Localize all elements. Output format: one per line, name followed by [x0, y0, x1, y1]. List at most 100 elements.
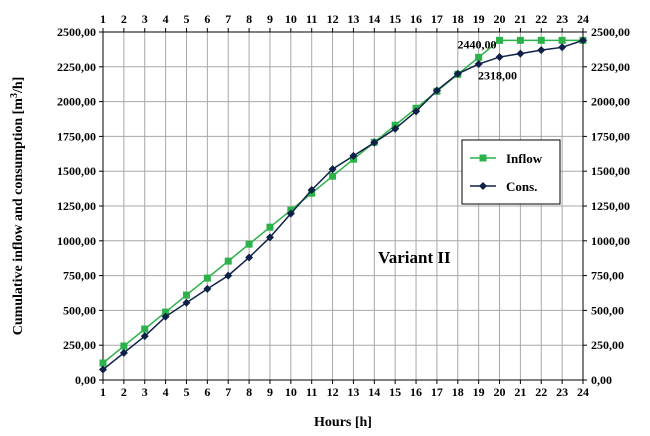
cons-data-point: [370, 138, 379, 147]
y-left-tick-label: 2000,00: [57, 95, 96, 109]
y-right-tick-label: 500,00: [591, 303, 624, 317]
x-tick-label: 18: [452, 385, 464, 399]
cons-data-point: [537, 46, 546, 55]
y-left-tick-label: 0,00: [75, 373, 96, 387]
cons-data-point: [161, 312, 170, 321]
annotation-cons-value: 2318,00: [478, 68, 517, 82]
inflow-data-point: [537, 36, 545, 44]
x-tick-label: 14: [368, 385, 380, 399]
annotations: 2440,00 2318,00 Variant II: [378, 37, 517, 267]
cons-data-point: [558, 43, 567, 52]
x-top-tick-label: 23: [556, 12, 568, 26]
y-right-tick-label: 0,00: [591, 373, 612, 387]
y-left-tick-label: 2500,00: [57, 25, 96, 39]
y-left-tick-label: 1750,00: [57, 129, 96, 143]
x-top-tick-label: 10: [285, 12, 297, 26]
x-tick-label: 19: [473, 385, 485, 399]
x-top-tick-label: 8: [246, 12, 252, 26]
cons-data-point: [307, 185, 316, 194]
gridlines: [103, 32, 583, 380]
y-right-tick-label: 2250,00: [591, 60, 630, 74]
x-top-tick-label: 24: [577, 12, 589, 26]
x-tick-label: 1: [100, 385, 106, 399]
x-top-tick-label: 4: [163, 12, 169, 26]
cons-data-point: [391, 124, 400, 133]
x-top-tick-label: 1: [100, 12, 106, 26]
y-left-tick-label: 750,00: [63, 269, 96, 283]
x-tick-label: 24: [577, 385, 589, 399]
y-left-tick-label: 2250,00: [57, 60, 96, 74]
y-right-tick-label: 250,00: [591, 338, 624, 352]
y-left-tick-label: 1250,00: [57, 199, 96, 213]
x-top-tick-label: 3: [142, 12, 148, 26]
y-axis-title: Cumulative inflow and consumption [m3/h]: [9, 77, 27, 336]
x-tick-label: 3: [142, 385, 148, 399]
annotation-inflow-max: 2440,00: [458, 37, 497, 51]
y-axis-title-main: Cumulative inflow and consumption [m: [11, 98, 26, 336]
cons-data-point: [182, 298, 191, 307]
inflow-data-point: [475, 53, 483, 61]
x-top-tick-label: 21: [514, 12, 526, 26]
y-left-tick-label: 1500,00: [57, 164, 96, 178]
cons-data-point: [328, 165, 337, 174]
x-tick-label: 21: [514, 385, 526, 399]
cons-data-point: [516, 49, 525, 58]
inflow-data-point: [120, 342, 128, 350]
inflow-data-point: [558, 36, 566, 44]
x-top-tick-label: 7: [225, 12, 231, 26]
x-top-tick-label: 19: [473, 12, 485, 26]
x-top-tick-label: 20: [494, 12, 506, 26]
series-layer: [99, 36, 587, 374]
inflow-data-point: [182, 291, 190, 299]
inflow-data-point: [245, 240, 253, 248]
y-right-tick-label: 1500,00: [591, 164, 630, 178]
x-tick-label: 16: [410, 385, 422, 399]
y-axis-title-superscript: 3: [9, 93, 20, 98]
y-right-tick-label: 1250,00: [591, 199, 630, 213]
x-top-tick-label: 22: [535, 12, 547, 26]
cons-data-point: [245, 253, 254, 262]
series-line-cons: [102, 39, 584, 371]
x-tick-label: 9: [267, 385, 273, 399]
x-tick-label: 15: [389, 385, 401, 399]
x-tick-label: 10: [285, 385, 297, 399]
x-tick-label: 5: [183, 385, 189, 399]
y-left-tick-label: 500,00: [63, 303, 96, 317]
x-tick-label: 7: [225, 385, 231, 399]
axis-ticks: 1122334455667788991010111112121313141415…: [57, 12, 630, 399]
x-tick-label: 11: [306, 385, 317, 399]
inflow-data-point: [99, 359, 107, 367]
cons-data-point: [474, 60, 483, 69]
x-tick-label: 13: [347, 385, 359, 399]
legend: Inflow Cons.: [461, 139, 561, 205]
x-top-tick-label: 11: [306, 12, 317, 26]
y-right-tick-label: 1000,00: [591, 234, 630, 248]
x-top-tick-label: 13: [347, 12, 359, 26]
x-top-tick-label: 6: [204, 12, 210, 26]
cons-data-point: [265, 233, 274, 242]
y-right-tick-label: 2000,00: [591, 95, 630, 109]
inflow-data-point: [266, 223, 274, 231]
x-axis-title: Hours [h]: [314, 415, 372, 430]
x-top-tick-label: 18: [452, 12, 464, 26]
y-right-tick-label: 750,00: [591, 269, 624, 283]
cons-data-point: [99, 365, 107, 374]
inflow-data-point: [224, 257, 232, 265]
y-left-tick-label: 250,00: [63, 338, 96, 352]
cons-data-point: [286, 209, 295, 218]
cons-data-point: [119, 348, 128, 357]
x-tick-label: 6: [204, 385, 210, 399]
x-top-tick-label: 14: [368, 12, 380, 26]
cons-data-point: [453, 69, 462, 78]
inflow-data-point: [203, 274, 211, 282]
x-tick-label: 8: [246, 385, 252, 399]
x-tick-label: 4: [163, 385, 169, 399]
inflow-data-point: [496, 36, 504, 44]
x-top-tick-label: 16: [410, 12, 422, 26]
x-tick-label: 23: [556, 385, 568, 399]
x-tick-label: 17: [431, 385, 443, 399]
legend-label-inflow: Inflow: [506, 151, 543, 166]
inflow-data-point: [329, 172, 337, 180]
